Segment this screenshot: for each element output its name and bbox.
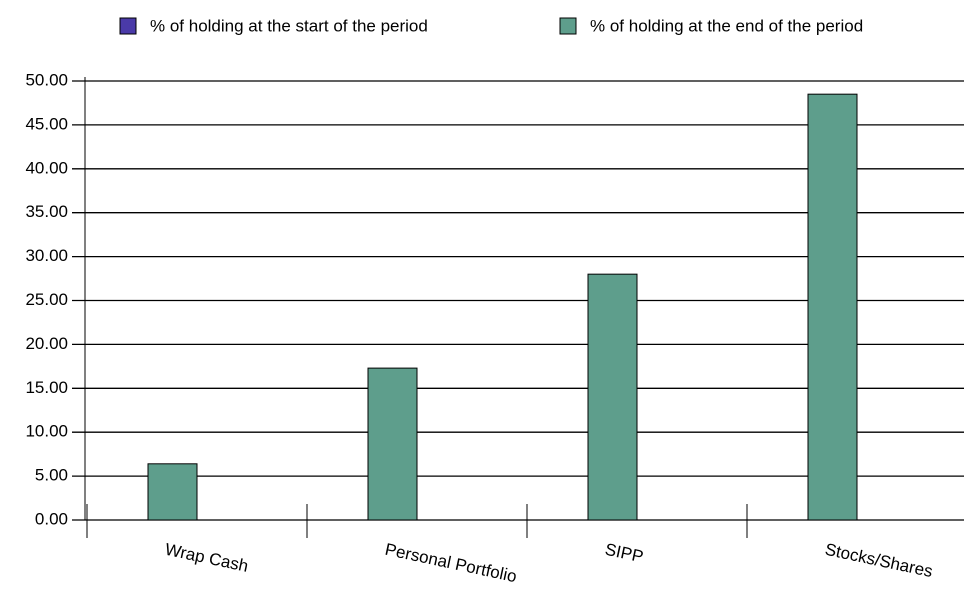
legend-swatch [119,17,137,35]
bar [147,463,198,521]
legend-label: % of holding at the end of the period [590,16,863,35]
y-tick-label: 0.00 [35,509,68,528]
x-tick-label: Stocks/Shares [823,540,934,581]
bar [807,93,858,521]
y-tick-label: 25.00 [25,290,68,309]
y-tick-label: 20.00 [25,334,68,353]
y-tick-label: 40.00 [25,158,68,177]
y-tick-label: 5.00 [35,466,68,485]
y-tick-label: 15.00 [25,378,68,397]
legend-label: % of holding at the start of the period [150,16,428,35]
x-tick-label: Personal Portfolio [383,540,518,586]
x-tick-label: SIPP [603,540,645,567]
y-tick-label: 45.00 [25,114,68,133]
y-tick-label: 10.00 [25,422,68,441]
x-tick-label: Wrap Cash [163,540,250,576]
y-tick-label: 50.00 [25,70,68,89]
y-tick-label: 30.00 [25,246,68,265]
bar [367,367,418,521]
bar [587,273,638,521]
legend-swatch [559,17,577,35]
y-tick-label: 35.00 [25,202,68,221]
